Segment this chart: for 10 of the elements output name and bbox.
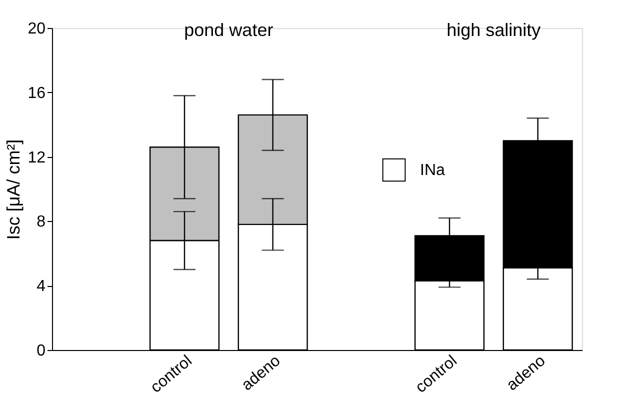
y-axis-title: Isc [μA/ cm²]: [4, 139, 24, 240]
y-tick-label: 8: [36, 214, 46, 231]
annotation: high salinity: [446, 20, 541, 40]
legend-label: INa: [420, 162, 445, 179]
y-tick-label: 12: [28, 149, 46, 166]
y-tick-label: 0: [36, 342, 46, 360]
y-tick-label: 16: [28, 84, 46, 102]
y-tick-label: 4: [36, 278, 46, 296]
annotation: pond water: [184, 20, 274, 40]
y-tick-label: 20: [28, 20, 46, 38]
